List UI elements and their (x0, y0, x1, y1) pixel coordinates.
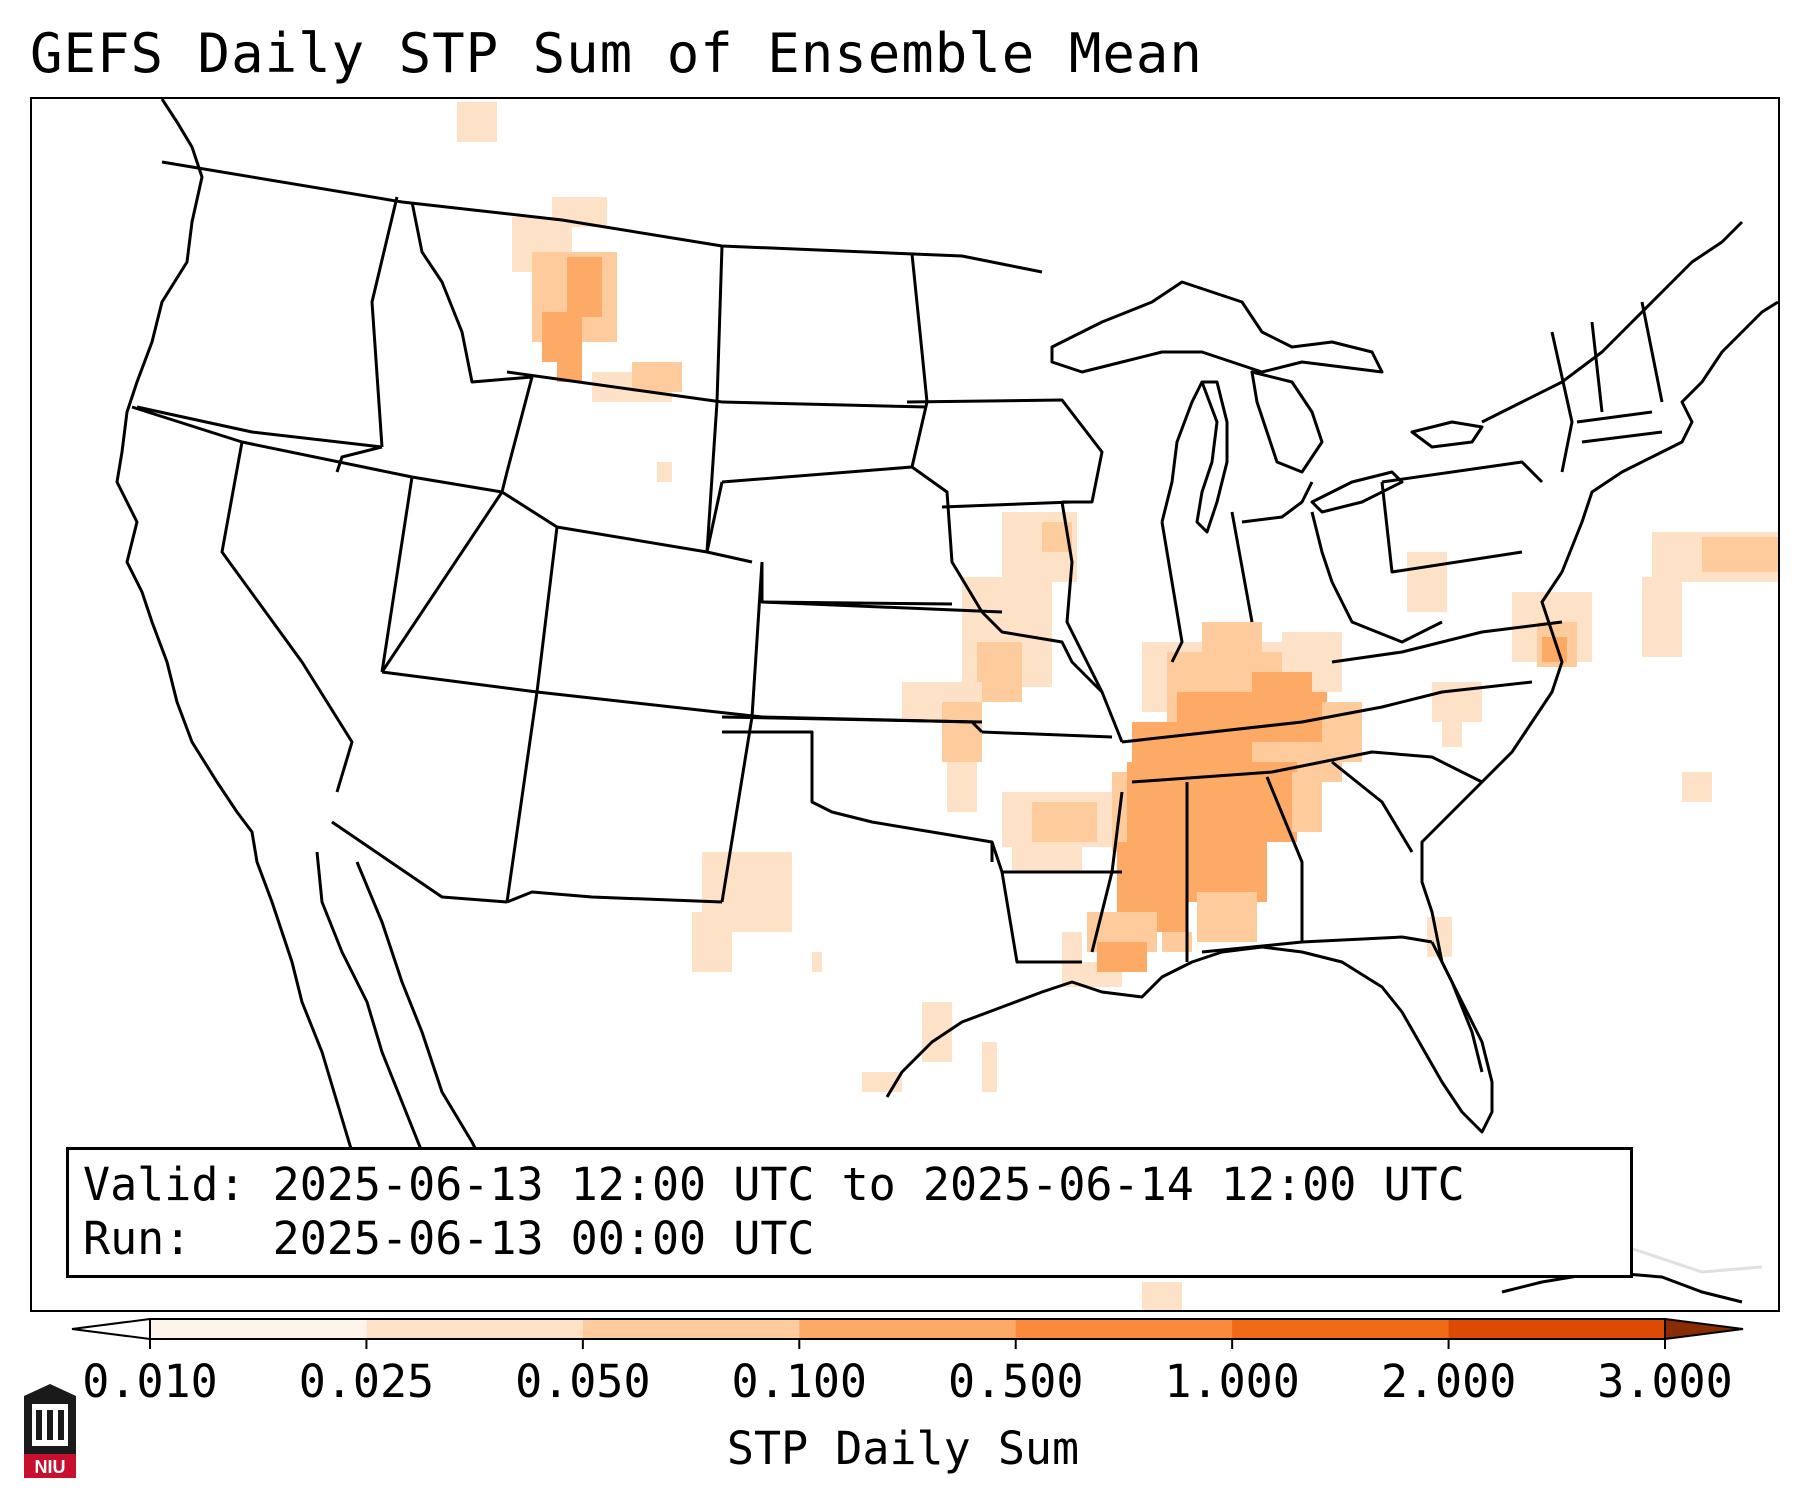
colorbar-segment (366, 1319, 584, 1339)
colorbar-tick-label: 3.000 (1597, 1355, 1733, 1408)
validity-info-box: Valid: 2025-06-13 12:00 UTC to 2025-06-1… (66, 1147, 1633, 1278)
svg-text:NIU: NIU (35, 1457, 66, 1477)
map-title: GEFS Daily STP Sum of Ensemble Mean (30, 22, 1203, 85)
coastline-atlantic (1420, 300, 1778, 963)
colorbar-tick-label: 2.000 (1380, 1355, 1517, 1408)
colorbar-segment (799, 1319, 1017, 1339)
valid-time-range: 2025-06-13 12:00 UTC to 2025-06-14 12:00… (272, 1158, 1465, 1211)
colorbar-tick-label: 0.025 (298, 1355, 435, 1408)
colorbar-segment (1232, 1319, 1450, 1339)
coastline-florida (1430, 941, 1484, 1073)
state-borders (131, 196, 1664, 964)
coastline-st-lawrence (1481, 220, 1744, 424)
map-canvas (115, 99, 1778, 1310)
colorbar-over-extend (1664, 1317, 1744, 1341)
colorbar-tick-label: 0.100 (731, 1355, 868, 1408)
colorbar-tick-label: 0.500 (947, 1355, 1084, 1408)
colorbar-label: STP Daily Sum (726, 1422, 1080, 1475)
coastline-baja (315, 851, 424, 1153)
lake-superior (1050, 280, 1384, 374)
coastline-pacific (115, 99, 354, 1153)
stp-area-montana (457, 102, 682, 482)
coastline-gulf (885, 945, 1494, 1134)
colorbar-segment (1448, 1319, 1666, 1339)
colorbar-segment (150, 1319, 367, 1339)
coastline-michigan-peninsula (1160, 381, 1204, 523)
lake-ontario (1410, 420, 1484, 449)
map-panel (30, 97, 1780, 1312)
stp-area-eastcoast (1407, 532, 1778, 957)
stp-area-midwest (902, 512, 1077, 812)
lake-erie (1310, 470, 1404, 514)
colorbar-tick-label: 1.000 (1164, 1355, 1300, 1408)
colorbar-tick-label: 0.010 (82, 1355, 218, 1408)
colorbar-tick-label: 0.050 (515, 1355, 651, 1408)
colorbar-segment (1015, 1319, 1233, 1339)
niu-logo-icon: NIU (24, 1384, 76, 1478)
coastline-lower-mi (1241, 481, 1314, 524)
coastline-mexico-west (355, 861, 504, 1203)
lake-huron (1250, 370, 1324, 474)
map-outlines (115, 99, 1778, 1304)
colorbar-outline (149, 1318, 1666, 1340)
run-label: Run: (83, 1212, 192, 1265)
valid-label: Valid: (83, 1158, 246, 1211)
stp-area-southeast (1087, 622, 1362, 972)
colorbar-under-extend (71, 1317, 151, 1341)
stp-area-texas (692, 852, 1182, 1310)
lake-michigan (1195, 380, 1229, 534)
run-time: 2025-06-13 00:00 UTC (272, 1212, 815, 1265)
colorbar (71, 1317, 1744, 1349)
colorbar-segment (582, 1319, 800, 1339)
